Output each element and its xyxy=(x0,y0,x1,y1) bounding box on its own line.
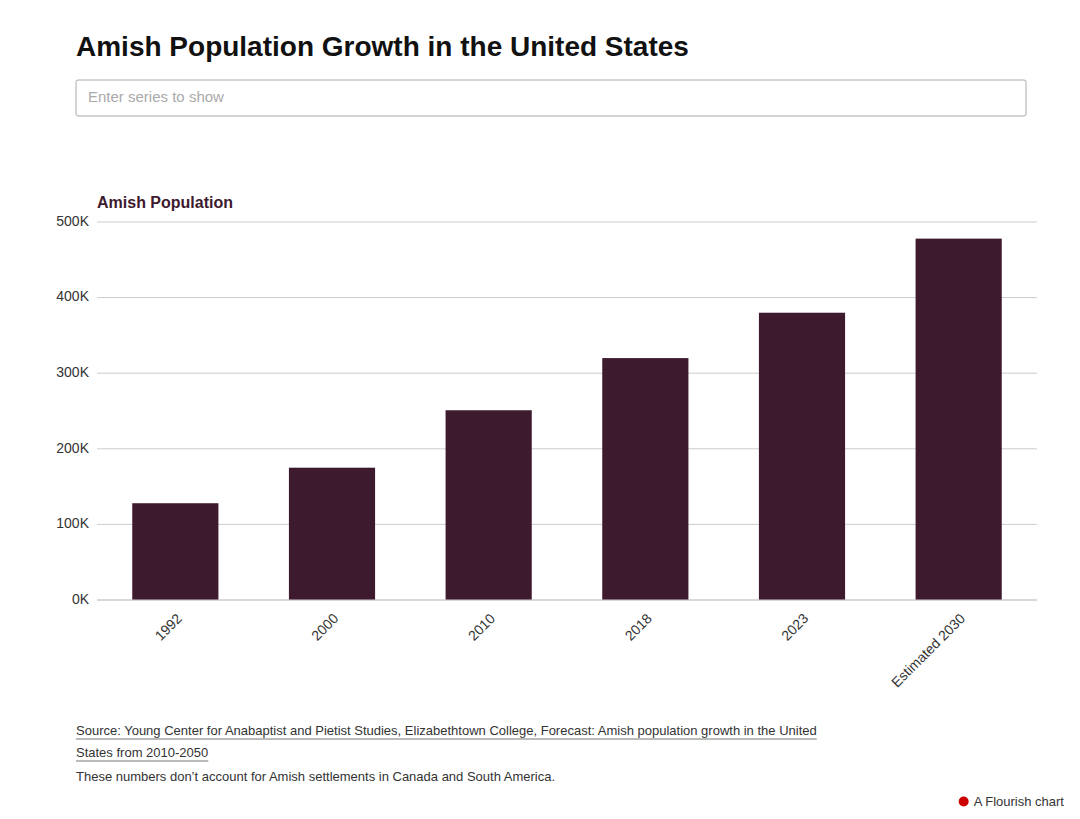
bar xyxy=(289,468,375,600)
bar xyxy=(132,503,218,600)
grid-line xyxy=(97,297,1037,298)
x-tick-label: 2000 xyxy=(308,610,341,643)
y-tick-label: 0K xyxy=(72,591,90,607)
bar xyxy=(602,358,688,600)
x-tick-label: 1992 xyxy=(151,610,184,643)
grid-line xyxy=(97,373,1037,374)
y-tick-label: 100K xyxy=(56,515,89,531)
grid-line xyxy=(97,524,1037,525)
bar xyxy=(759,313,845,600)
x-tick-label: 2023 xyxy=(778,610,811,643)
chart-root: Amish Population Growth in the United St… xyxy=(0,0,1080,819)
search-box xyxy=(76,80,1026,116)
footer-text: These numbers don’t account for Amish se… xyxy=(76,769,555,784)
grid-line xyxy=(97,222,1037,223)
grid-line xyxy=(97,600,1037,601)
y-tick-label: 300K xyxy=(56,364,89,380)
y-tick-label: 400K xyxy=(56,288,89,304)
x-axis-line xyxy=(97,600,1037,601)
branding-text: A Flourish chart xyxy=(974,794,1065,809)
x-tick-label: Estimated 2030 xyxy=(888,610,968,690)
footer-text: States from 2010-2050 xyxy=(76,745,208,760)
x-tick-label: 2010 xyxy=(465,610,498,643)
grid-line xyxy=(97,448,1037,449)
legend-entry: Amish Population xyxy=(97,194,233,211)
grid xyxy=(97,222,1037,600)
x-tick-label: 2018 xyxy=(621,610,654,643)
branding-dot xyxy=(959,797,969,807)
y-tick-label: 200K xyxy=(56,440,89,456)
bar xyxy=(916,239,1002,600)
y-tick-label: 500K xyxy=(56,213,89,229)
source-underline xyxy=(76,739,817,740)
title: Amish Population Growth in the United St… xyxy=(76,31,689,62)
source-underline xyxy=(76,761,208,762)
footer-text: Source: Young Center for Anabaptist and … xyxy=(76,723,817,738)
bar xyxy=(446,410,532,600)
search-box-text: Enter series to show xyxy=(88,88,224,105)
